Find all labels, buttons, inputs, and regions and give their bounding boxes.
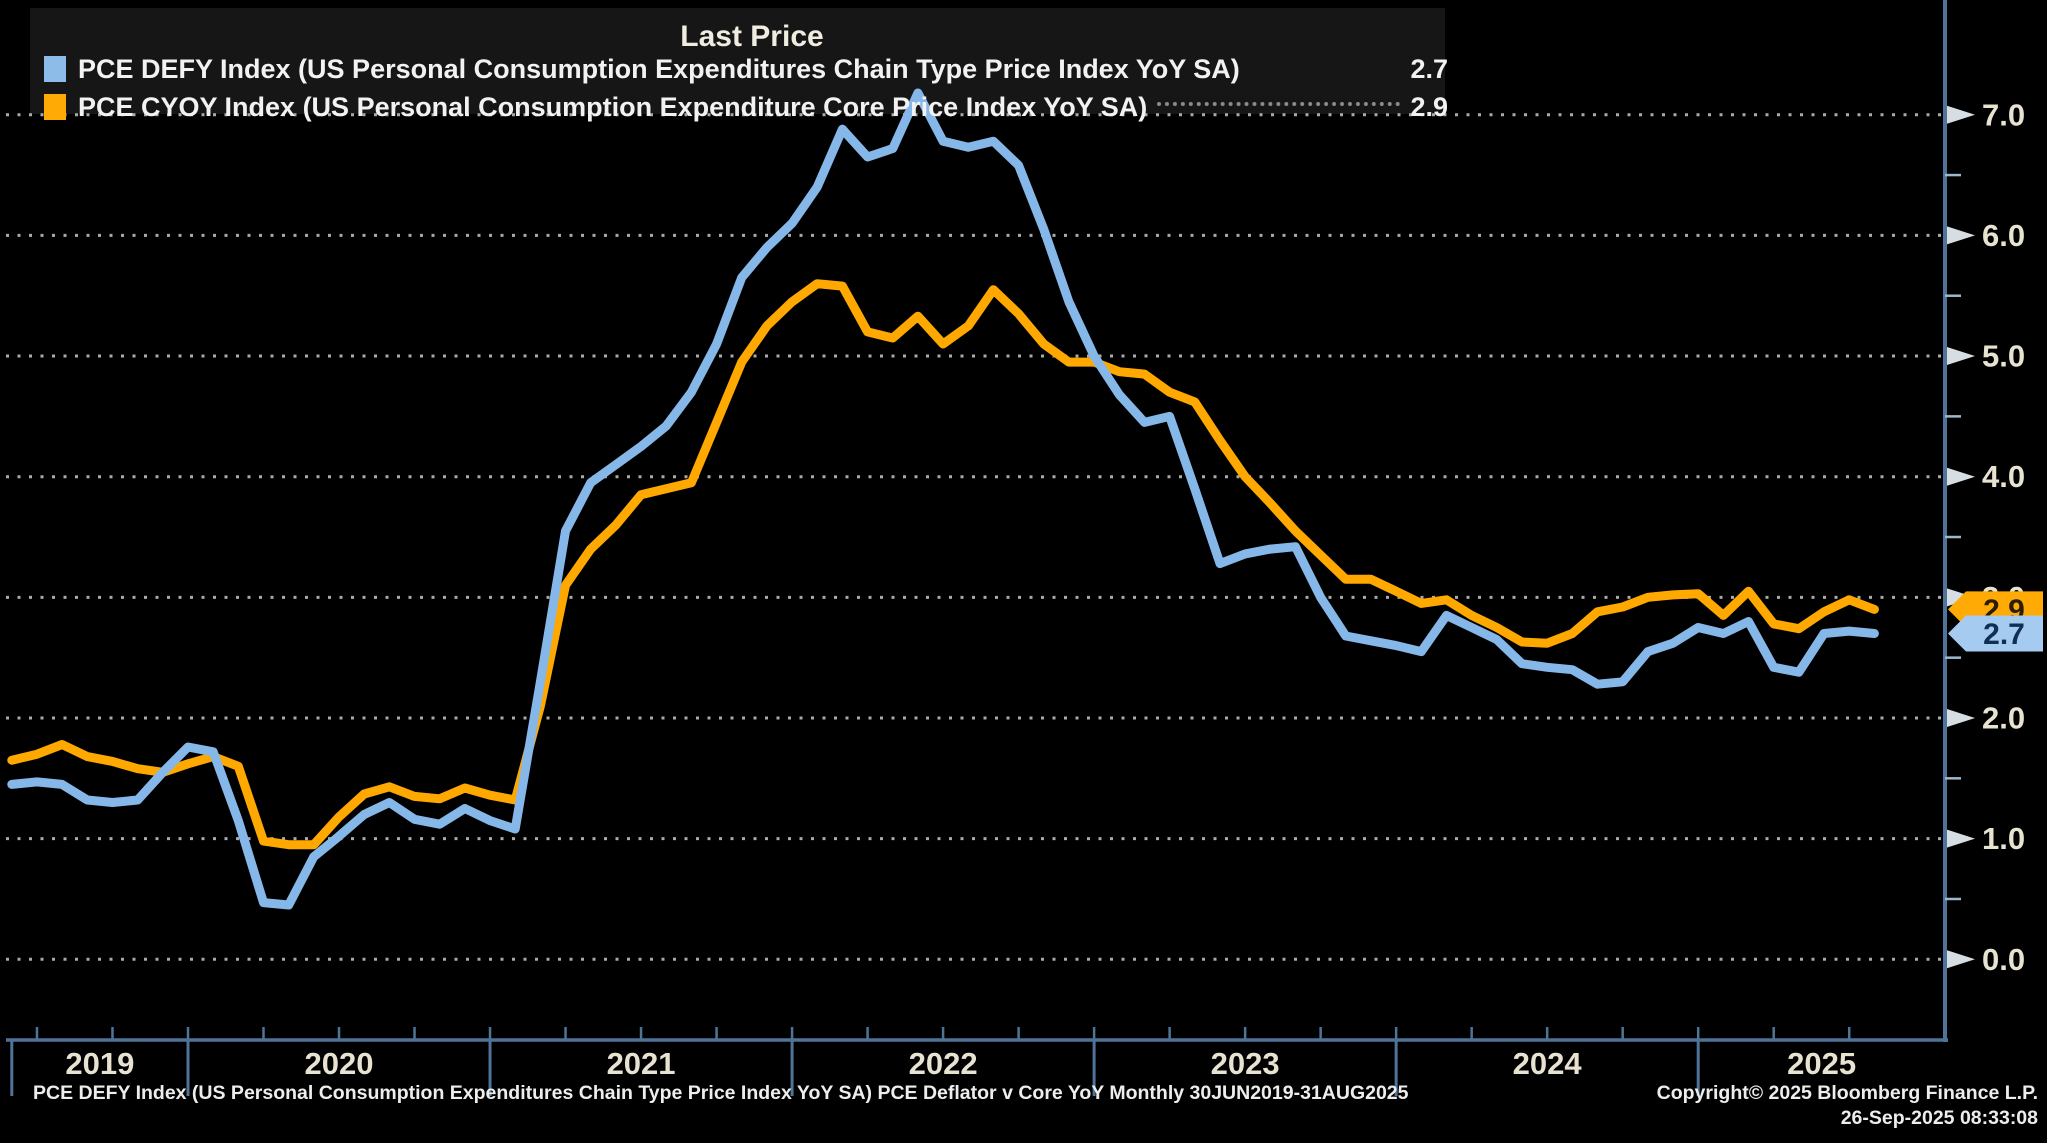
y-axis: 7.06.05.04.03.02.01.00.0: [1943, 0, 2025, 1042]
last-price-badge-label: 2.7: [1983, 618, 2025, 651]
y-tick-label: 7.0: [1982, 97, 2025, 132]
legend-last-value: 2.9: [1410, 91, 1448, 122]
legend: Last Price PCE DEFY Index (US Personal C…: [30, 8, 1448, 122]
x-axis-year-label: 2024: [1512, 1046, 1582, 1081]
legend-background: [30, 8, 1445, 114]
legend-row-pce-cyoy[interactable]: PCE CYOY Index (US Personal Consumption …: [44, 90, 1448, 124]
y-tick-arrow-icon: [1947, 105, 1975, 124]
y-tick-label: 2.0: [1982, 701, 2025, 736]
y-tick-label: 6.0: [1982, 218, 2025, 253]
x-axis-year-label: 2021: [606, 1046, 676, 1081]
x-axis-year-label: 2023: [1210, 1046, 1280, 1081]
x-axis-year-label: 2020: [304, 1046, 374, 1081]
legend-last-value: 2.7: [1410, 53, 1448, 84]
price-line: [7, 279, 1879, 850]
x-axis-year-label: 2019: [65, 1046, 135, 1081]
y-tick-arrow-icon: [1947, 950, 1975, 969]
x-axis-year-label: 2025: [1787, 1046, 1857, 1081]
blue-series-swatch-icon: [44, 56, 66, 82]
x-axis-year-label: 2022: [908, 1046, 978, 1081]
y-tick-label: 4.0: [1982, 459, 2025, 494]
copyright-notice: Copyright© 2025 Bloomberg Finance L.P.: [1656, 1082, 2038, 1104]
legend-row-pce-defy[interactable]: PCE DEFY Index (US Personal Consumption …: [44, 52, 1448, 86]
y-tick-arrow-icon: [1947, 709, 1975, 727]
y-tick-label: 1.0: [1982, 821, 2025, 856]
y-tick-arrow-icon: [1947, 347, 1975, 366]
timestamp: 26-Sep-2025 08:33:08: [1840, 1107, 2038, 1129]
legend-label: PCE DEFY Index (US Personal Consumption …: [78, 53, 1240, 84]
legend-label: PCE CYOY Index (US Personal Consumption …: [78, 91, 1148, 122]
y-tick-arrow-icon: [1947, 829, 1975, 848]
last-price-badge: [1948, 615, 2043, 652]
y-tick-arrow-icon: [1947, 226, 1975, 245]
dotted-leader: [1157, 101, 1401, 106]
last-price-badges: 2.92.7: [1948, 591, 2043, 652]
y-tick-label: 5.0: [1982, 339, 2025, 374]
price-line: [7, 88, 1879, 910]
y-tick-label: 0.0: [1982, 942, 2025, 977]
orange-series-swatch-icon: [44, 94, 66, 120]
x-axis: [6, 1027, 1948, 1096]
horizontal-gridlines: [6, 113, 1945, 961]
y-tick-arrow-icon: [1947, 467, 1975, 486]
chart-description: PCE DEFY Index (US Personal Consumption …: [33, 1082, 1409, 1104]
price-lines: [7, 88, 1879, 910]
